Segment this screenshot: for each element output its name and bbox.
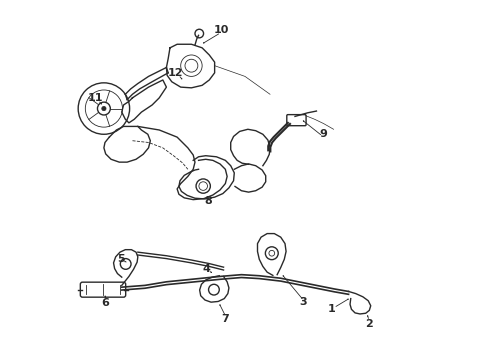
Text: 11: 11	[87, 93, 103, 103]
Text: 12: 12	[168, 68, 183, 78]
Text: 7: 7	[221, 314, 229, 324]
Text: 1: 1	[328, 304, 335, 314]
Text: 6: 6	[102, 298, 110, 308]
Text: 2: 2	[366, 319, 373, 329]
Circle shape	[102, 107, 106, 111]
Text: 5: 5	[117, 254, 125, 264]
Text: 3: 3	[299, 297, 307, 307]
Text: 4: 4	[203, 264, 211, 274]
Text: 8: 8	[205, 196, 213, 206]
Text: 10: 10	[213, 25, 229, 35]
Text: 9: 9	[319, 129, 327, 139]
